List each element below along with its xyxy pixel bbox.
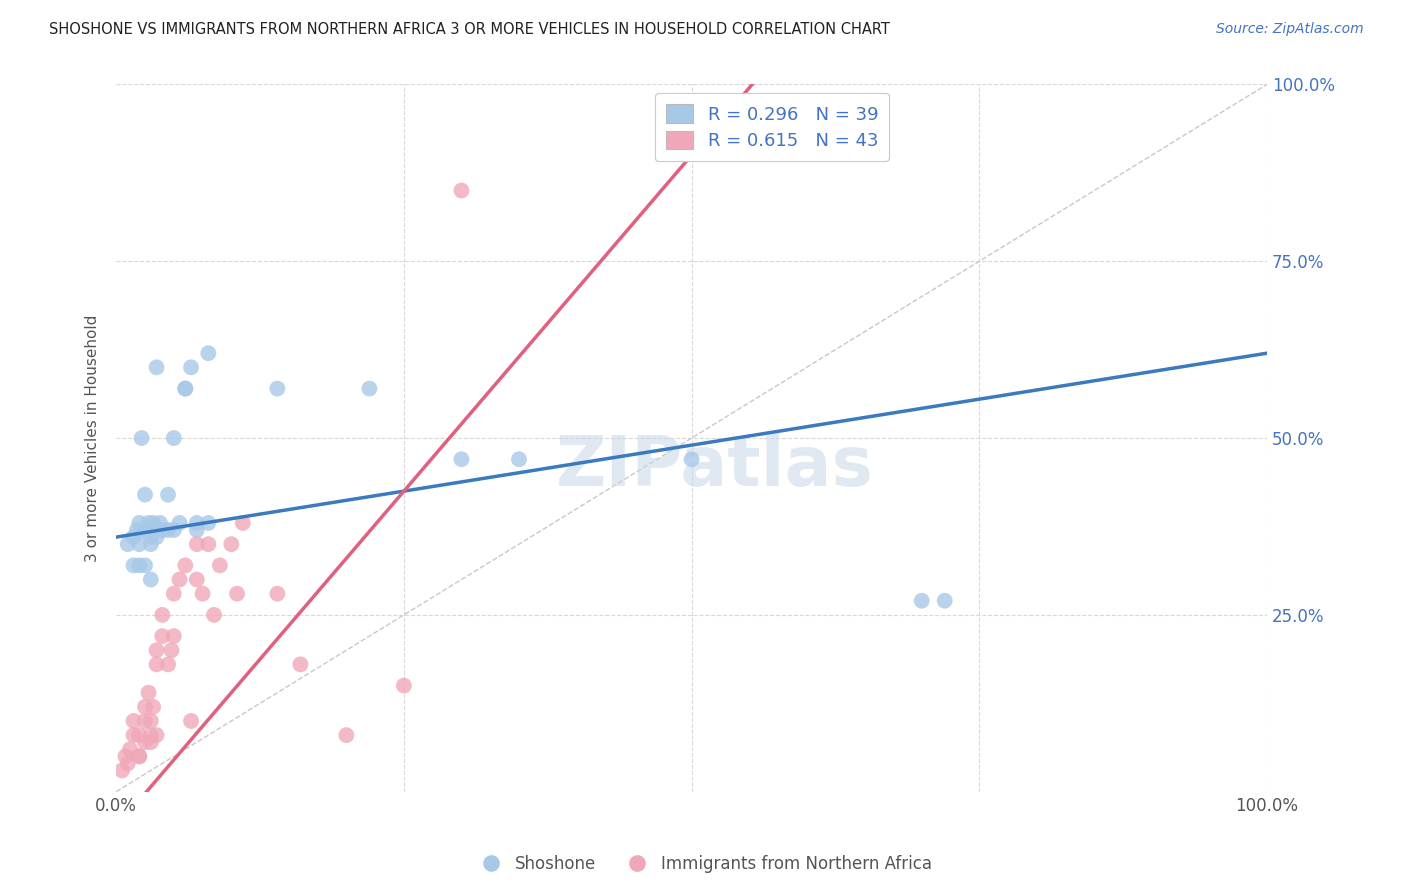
Point (186, 573, 208, 587)
Point (163, 587, 186, 601)
Point (149, 516, 172, 530)
Point (450, 184, 472, 198)
Point (139, 530, 162, 544)
Point (186, 537, 208, 551)
Point (335, 728, 357, 742)
Point (169, 516, 191, 530)
Point (142, 516, 165, 530)
Point (180, 714, 202, 728)
Point (208, 558, 231, 573)
Point (174, 382, 197, 396)
Point (157, 488, 180, 502)
Point (122, 728, 145, 742)
Point (163, 629, 186, 643)
Point (226, 587, 249, 601)
Point (150, 629, 173, 643)
Point (174, 382, 197, 396)
Text: ZIPatlas: ZIPatlas (555, 433, 873, 500)
Point (122, 714, 145, 728)
Point (128, 516, 150, 530)
Point (139, 537, 162, 551)
Point (180, 360, 202, 375)
Point (232, 516, 254, 530)
Point (266, 382, 288, 396)
Point (221, 537, 243, 551)
Point (163, 523, 186, 537)
Point (139, 573, 162, 587)
Y-axis label: 3 or more Vehicles in Household: 3 or more Vehicles in Household (86, 314, 100, 562)
Point (150, 607, 173, 622)
Point (145, 728, 167, 742)
Point (131, 431, 153, 445)
Point (174, 558, 197, 573)
Point (128, 749, 150, 764)
Point (186, 516, 208, 530)
Point (120, 742, 142, 756)
Point (450, 452, 472, 467)
Point (197, 346, 219, 360)
Point (134, 714, 156, 728)
Point (134, 523, 156, 537)
Point (122, 558, 145, 573)
Point (128, 728, 150, 742)
Point (138, 516, 160, 530)
Point (134, 488, 156, 502)
Point (186, 523, 208, 537)
Point (128, 558, 150, 573)
Text: Source: ZipAtlas.com: Source: ZipAtlas.com (1216, 22, 1364, 37)
Point (117, 756, 139, 771)
Point (128, 749, 150, 764)
Point (169, 573, 191, 587)
Point (160, 643, 183, 657)
Point (111, 764, 134, 778)
Legend: Shoshone, Immigrants from Northern Africa: Shoshone, Immigrants from Northern Afric… (468, 848, 938, 880)
Legend: R = 0.296   N = 39, R = 0.615   N = 43: R = 0.296 N = 39, R = 0.615 N = 43 (655, 94, 889, 161)
Point (508, 452, 530, 467)
Point (125, 523, 148, 537)
Point (157, 523, 180, 537)
Point (145, 643, 167, 657)
Point (290, 657, 312, 672)
Point (139, 735, 162, 749)
Point (138, 686, 160, 700)
Point (266, 587, 288, 601)
Point (359, 382, 381, 396)
Point (392, 679, 415, 693)
Point (911, 593, 934, 607)
Point (197, 537, 219, 551)
Point (163, 431, 186, 445)
Point (139, 728, 162, 742)
Point (134, 558, 156, 573)
Point (134, 699, 156, 714)
Point (134, 735, 156, 749)
Point (934, 593, 956, 607)
Point (150, 523, 173, 537)
Point (202, 607, 225, 622)
Point (142, 699, 165, 714)
Point (114, 749, 136, 764)
Point (145, 530, 167, 544)
Point (145, 657, 167, 672)
Point (139, 714, 162, 728)
Point (122, 530, 145, 544)
Text: SHOSHONE VS IMMIGRANTS FROM NORTHERN AFRICA 3 OR MORE VEHICLES IN HOUSEHOLD CORR: SHOSHONE VS IMMIGRANTS FROM NORTHERN AFR… (49, 22, 890, 37)
Point (145, 360, 167, 375)
Point (681, 452, 703, 467)
Point (117, 537, 139, 551)
Point (157, 657, 180, 672)
Point (191, 587, 214, 601)
Point (197, 516, 219, 530)
Point (128, 537, 150, 551)
